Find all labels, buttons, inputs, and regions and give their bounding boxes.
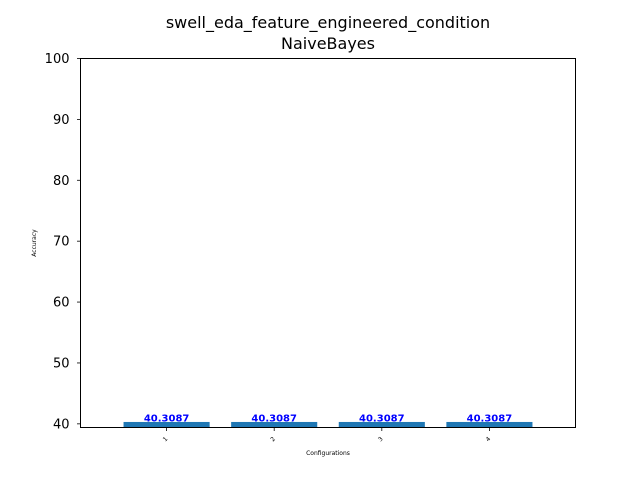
x-tick-label-3: 3 <box>377 435 385 443</box>
x-axis-ticks: 1 2 3 4 <box>162 427 493 443</box>
bar-2 <box>231 421 318 428</box>
x-tick-label-4: 4 <box>485 435 493 443</box>
x-tick-label-2: 2 <box>269 435 277 443</box>
chart-title: swell_eda_feature_engineered_condition <box>166 13 490 33</box>
x-tick-label-1: 1 <box>162 435 170 443</box>
data-label-1: 40.3087 <box>144 413 190 424</box>
y-tick-label-60: 60 <box>53 296 70 311</box>
data-labels: 40.3087 40.3087 40.3087 40.3087 <box>144 413 512 424</box>
bar-1 <box>123 421 210 428</box>
plot-frame <box>80 58 576 428</box>
y-tick-label-100: 100 <box>45 52 70 67</box>
x-axis-label: Configurations <box>306 450 350 457</box>
chart-subtitle: NaiveBayes <box>281 34 375 53</box>
y-tick-label-50: 50 <box>53 356 70 371</box>
data-label-3: 40.3087 <box>359 413 405 424</box>
data-label-4: 40.3087 <box>467 413 513 424</box>
y-axis-ticks: 40 50 60 70 80 90 100 <box>45 52 81 432</box>
data-label-2: 40.3087 <box>251 413 297 424</box>
y-axis-label: Accuracy <box>31 229 38 257</box>
bar-4 <box>446 421 533 428</box>
bar-3 <box>338 421 425 428</box>
y-tick-label-90: 90 <box>53 113 70 128</box>
y-tick-label-70: 70 <box>53 235 70 250</box>
y-tick-label-40: 40 <box>53 417 70 432</box>
bar-group <box>123 421 533 428</box>
y-tick-label-80: 80 <box>53 174 70 189</box>
